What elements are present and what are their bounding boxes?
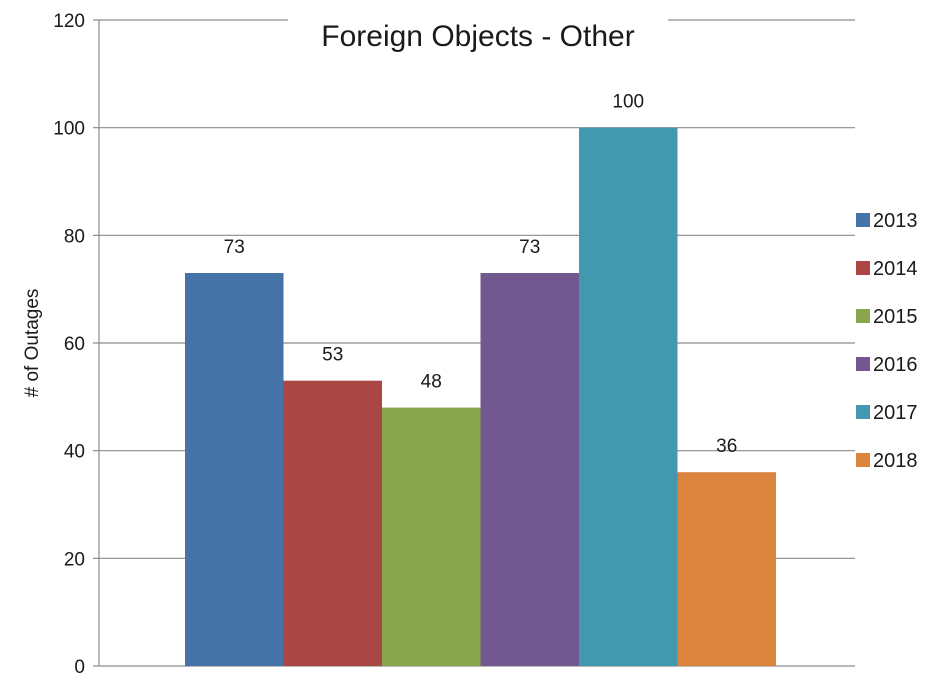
y-tick-label: 100 bbox=[53, 119, 85, 140]
legend-swatch-2016 bbox=[856, 357, 870, 371]
data-label-2015: 48 bbox=[421, 372, 442, 393]
y-tick-label: 80 bbox=[64, 226, 85, 247]
bar-2013 bbox=[185, 273, 284, 666]
y-axis-ticks: 0 20 40 60 80 100 120 bbox=[53, 11, 99, 674]
y-tick-label: 120 bbox=[53, 11, 85, 32]
y-tick-label: 0 bbox=[74, 657, 85, 674]
title-background bbox=[288, 14, 668, 58]
data-label-2013: 73 bbox=[224, 237, 245, 258]
bar-2016 bbox=[480, 273, 579, 666]
legend-swatch-2014 bbox=[856, 261, 870, 275]
y-tick-label: 60 bbox=[64, 334, 85, 355]
legend-label-2016: 2016 bbox=[873, 354, 918, 376]
bar-2014 bbox=[283, 380, 382, 666]
bars bbox=[185, 127, 776, 666]
legend-swatch-2015 bbox=[856, 309, 870, 323]
bar-2017 bbox=[579, 127, 678, 666]
legend-swatch-2017 bbox=[856, 405, 870, 419]
legend-label-2017: 2017 bbox=[873, 402, 918, 424]
y-axis-label: # of Outages bbox=[22, 289, 43, 398]
data-label-2017: 100 bbox=[612, 92, 644, 113]
legend-swatch-2018 bbox=[856, 453, 870, 467]
bar-2018 bbox=[677, 472, 776, 666]
data-label-2014: 53 bbox=[322, 345, 343, 366]
y-tick-label: 40 bbox=[64, 442, 85, 463]
chart-title: Foreign Objects - Other bbox=[321, 20, 634, 53]
legend-swatch-2013 bbox=[856, 213, 870, 227]
data-label-2016: 73 bbox=[519, 237, 540, 258]
legend-label-2013: 2013 bbox=[873, 210, 918, 232]
legend-label-2018: 2018 bbox=[873, 450, 918, 472]
legend: 2013 2014 2015 2016 2017 2018 bbox=[856, 210, 918, 472]
legend-label-2015: 2015 bbox=[873, 306, 918, 328]
y-tick-label: 20 bbox=[64, 549, 85, 570]
legend-label-2014: 2014 bbox=[873, 258, 918, 280]
bar-2015 bbox=[382, 407, 481, 666]
data-labels: 73 53 48 73 100 36 bbox=[224, 92, 738, 458]
data-label-2018: 36 bbox=[716, 436, 737, 457]
